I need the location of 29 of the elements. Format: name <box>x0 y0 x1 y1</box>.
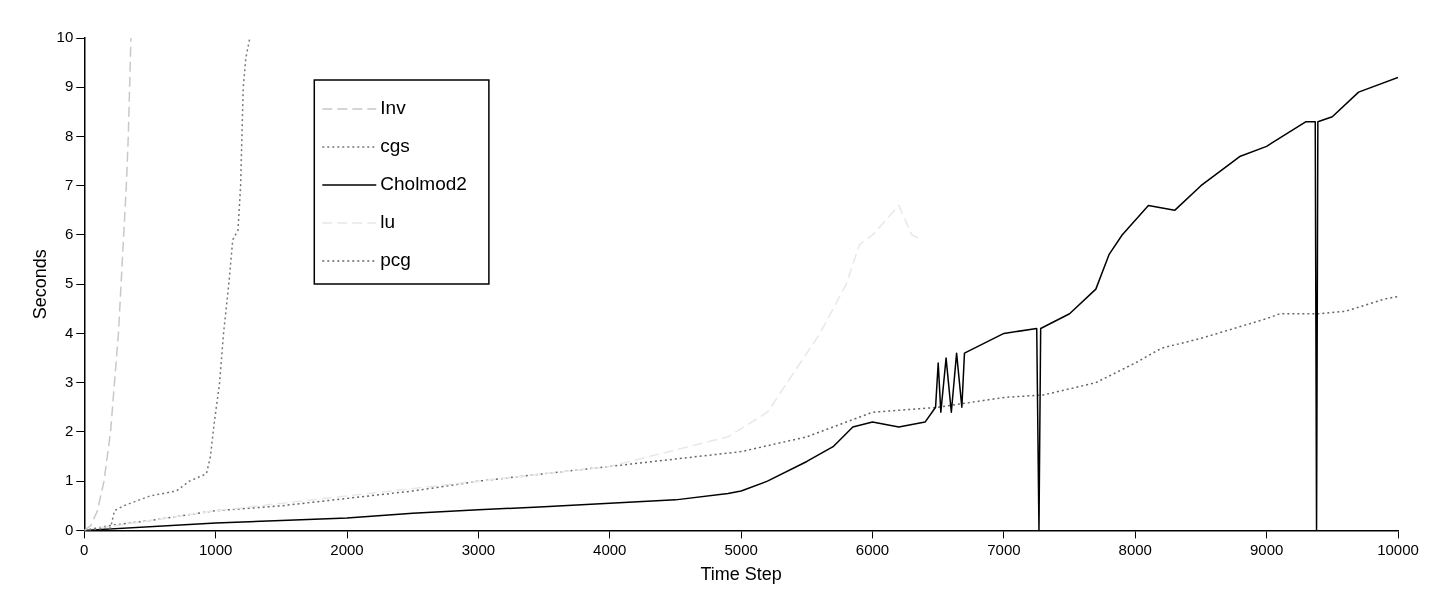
y-tick-label: 4 <box>64 323 74 341</box>
x-tick-label: 7000 <box>987 540 1021 558</box>
legend-label: lu <box>380 211 396 233</box>
legend-label: cgs <box>380 135 410 157</box>
x-tick-label: 10000 <box>1377 540 1419 558</box>
x-tick-label: 6000 <box>855 540 890 558</box>
y-tick-label: 1 <box>64 471 74 489</box>
legend-label: pcg <box>380 249 411 271</box>
x-tick-label: 0 <box>80 540 89 558</box>
y-tick-label: 0 <box>64 520 74 538</box>
x-tick-label: 2000 <box>330 540 364 558</box>
x-tick-label: 5000 <box>724 540 758 558</box>
y-tick-label: 6 <box>64 225 74 243</box>
y-tick-label: 10 <box>56 28 74 46</box>
y-tick-label: 5 <box>64 274 74 292</box>
y-tick-label: 7 <box>64 175 74 193</box>
y-tick-label: 9 <box>64 77 74 95</box>
y-tick-label: 3 <box>64 372 74 390</box>
x-axis-title: Time Step <box>700 564 782 585</box>
y-tick-label: 2 <box>64 422 74 440</box>
x-tick-label: 8000 <box>1118 540 1152 558</box>
x-tick-label: 3000 <box>461 540 496 558</box>
x-tick-label: 4000 <box>593 540 627 558</box>
x-tick-label: 1000 <box>198 540 233 558</box>
y-axis-title: Seconds <box>29 249 50 320</box>
legend-label: Cholmod2 <box>380 173 467 195</box>
y-tick-label: 8 <box>64 126 74 144</box>
x-tick-label: 9000 <box>1249 540 1284 558</box>
legend-label: Inv <box>380 97 407 119</box>
